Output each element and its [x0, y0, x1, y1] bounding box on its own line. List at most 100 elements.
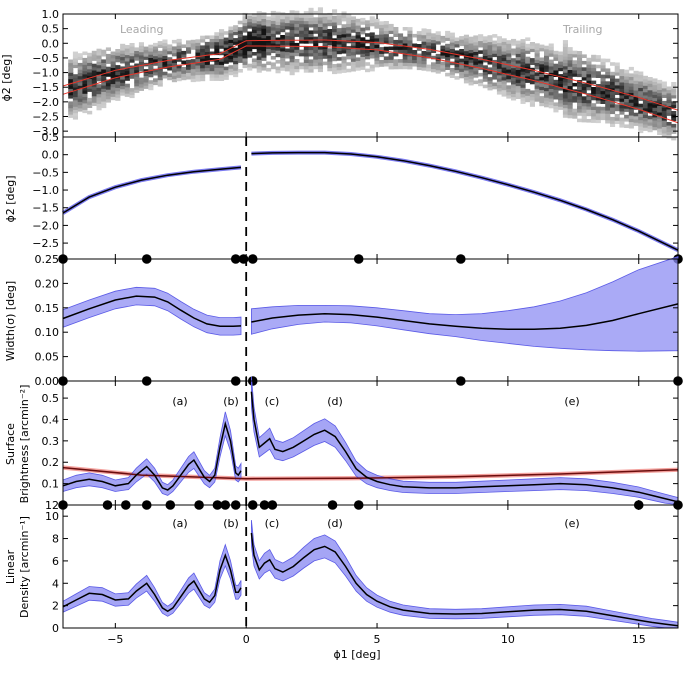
heatmap-cell	[426, 32, 432, 36]
heatmap-cell	[506, 95, 512, 99]
heatmap-cell	[539, 73, 545, 78]
heatmap-cell	[153, 46, 159, 50]
heatmap-cell	[619, 72, 625, 77]
heatmap-cell	[308, 59, 314, 63]
heatmap-cell	[379, 31, 385, 35]
heatmap-cell	[407, 27, 413, 31]
heatmap-cell	[129, 88, 135, 92]
heatmap-cell	[624, 85, 630, 90]
heatmap-cell	[134, 82, 140, 87]
heatmap-cell	[289, 32, 295, 37]
heatmap-cell	[157, 50, 163, 55]
heatmap-cell	[68, 75, 74, 80]
heatmap-cell	[124, 93, 130, 97]
heatmap-cell	[82, 86, 88, 91]
heatmap-cell	[322, 26, 328, 30]
heatmap-cell	[190, 59, 196, 63]
width-line-leading	[62, 295, 242, 328]
heatmap-cell	[459, 61, 465, 66]
heatmap-cell	[280, 60, 286, 65]
heatmap-cell	[186, 50, 192, 54]
heatmap-cell	[388, 65, 394, 70]
heatmap-cell	[407, 43, 413, 47]
heatmap-cell	[214, 77, 220, 81]
heatmap-cell	[638, 94, 644, 98]
heatmap-cell	[534, 72, 540, 76]
heatmap-cell	[294, 13, 300, 18]
heatmap-cell	[577, 112, 583, 116]
heatmap-cell	[261, 47, 267, 52]
heatmap-cell	[591, 109, 597, 114]
heatmap-cell	[525, 95, 531, 99]
heatmap-cell	[539, 102, 545, 107]
heatmap-cell	[496, 42, 502, 47]
heatmap-cell	[671, 94, 677, 99]
heatmap-cell	[671, 111, 677, 115]
heatmap-cell	[87, 97, 93, 102]
heatmap-cell	[96, 93, 102, 98]
heatmap-cell	[539, 76, 545, 81]
heatmap-cell	[228, 68, 234, 72]
heatmap-cell	[153, 81, 159, 86]
heatmap-cell	[459, 65, 465, 69]
y-tick-label: 0.0	[42, 37, 60, 50]
heatmap-cell	[110, 93, 116, 97]
heatmap-cell	[322, 42, 328, 46]
heatmap-cell	[77, 53, 83, 57]
heatmap-cell	[600, 93, 606, 98]
heatmap-cell	[157, 54, 163, 58]
heatmap-cell	[558, 54, 564, 59]
heatmap-cell	[219, 74, 225, 78]
heatmap-cell	[487, 44, 493, 49]
heatmap-cell	[134, 73, 140, 77]
heatmap-cell	[642, 111, 648, 115]
heatmap-cell	[605, 110, 611, 114]
heatmap-cell	[657, 89, 663, 94]
heatmap-cell	[219, 38, 225, 43]
heatmap-cell	[473, 64, 479, 68]
heatmap-cell	[407, 36, 413, 41]
heatmap-cell	[610, 87, 616, 92]
heatmap-cell	[171, 39, 177, 44]
heatmap-cell	[529, 93, 535, 98]
heatmap-cell	[284, 54, 290, 59]
heatmap-cell	[595, 106, 601, 111]
y-tick-label: 8	[52, 533, 59, 546]
heatmap-cell	[657, 79, 663, 84]
heatmap-cell	[195, 55, 201, 59]
heatmap-cell	[501, 38, 507, 42]
heatmap-cell	[581, 70, 587, 75]
heatmap-cell	[87, 78, 93, 83]
heatmap-cell	[586, 99, 592, 104]
heatmap-cell	[492, 63, 498, 67]
heatmap-cell	[393, 49, 399, 54]
heatmap-cell	[506, 59, 512, 64]
heatmap-cell	[134, 50, 140, 55]
heatmap-cell	[459, 68, 465, 72]
heatmap-cell	[87, 81, 93, 86]
heatmap-cell	[110, 54, 116, 59]
heatmap-cell	[473, 48, 479, 52]
heatmap-cell	[284, 61, 290, 65]
heatmap-cell	[256, 65, 262, 70]
heatmap-cell	[572, 95, 578, 100]
heatmap-cell	[350, 48, 356, 53]
heatmap-cell	[148, 60, 154, 65]
heatmap-cell	[115, 84, 121, 88]
heatmap-cell	[204, 45, 210, 49]
heatmap-cell	[176, 38, 182, 43]
heatmap-cell	[308, 14, 314, 18]
heatmap-cell	[256, 62, 262, 67]
heatmap-cell	[558, 58, 564, 62]
heatmap-cell	[101, 101, 107, 105]
heatmap-cell	[454, 63, 460, 67]
heatmap-cell	[398, 43, 404, 47]
heatmap-cell	[341, 59, 347, 64]
heatmap-cell	[148, 48, 154, 52]
heatmap-cell	[544, 97, 550, 101]
heatmap-cell	[567, 111, 573, 116]
heatmap-cell	[412, 33, 418, 38]
heatmap-cell	[317, 36, 323, 40]
heatmap-cell	[341, 50, 347, 54]
heatmap-cell	[266, 45, 272, 49]
